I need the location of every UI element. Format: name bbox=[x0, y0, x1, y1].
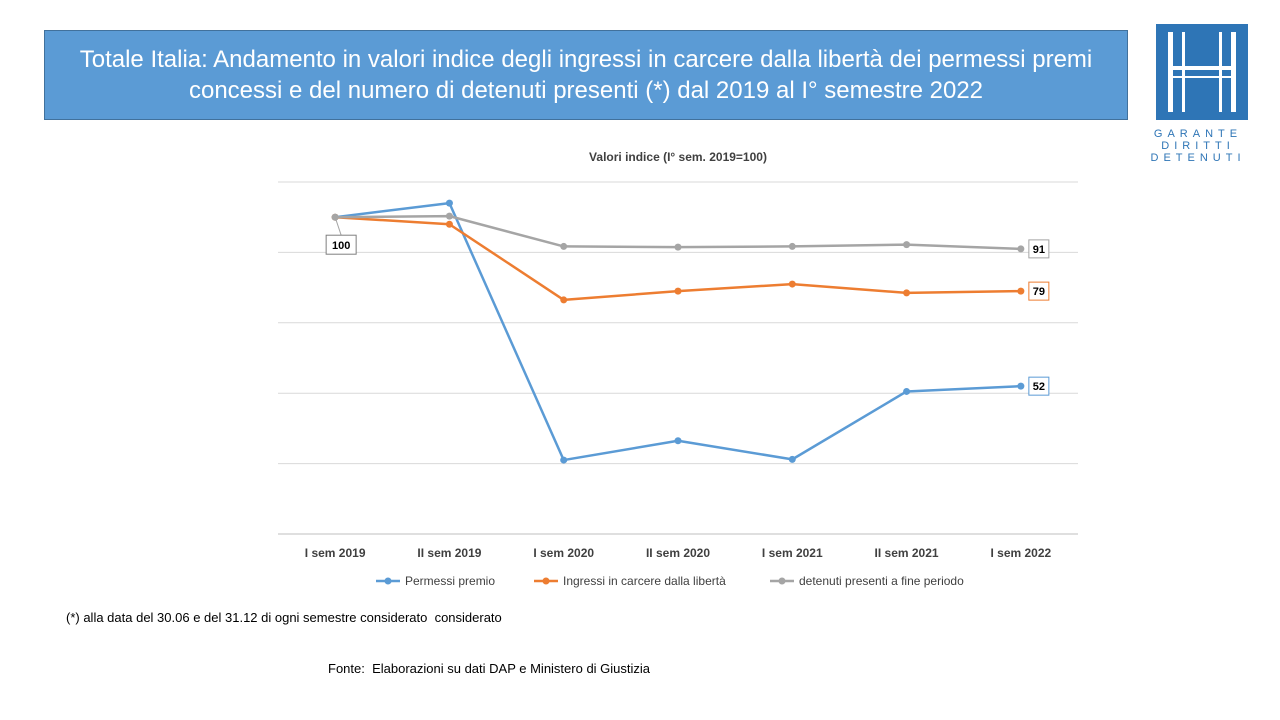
data-point bbox=[788, 455, 796, 463]
end-data-label: 91 bbox=[1033, 244, 1045, 256]
x-tick-label: II sem 2020 bbox=[646, 546, 710, 560]
data-point bbox=[903, 387, 911, 395]
data-point bbox=[674, 287, 682, 295]
source-note: Fonte: Elaborazioni su dati DAP e Minist… bbox=[328, 661, 651, 676]
data-point bbox=[903, 241, 911, 249]
legend-marker bbox=[384, 577, 392, 585]
data-point bbox=[1017, 245, 1025, 253]
logo-text-line1: GARANTE bbox=[1153, 128, 1243, 140]
slide-title: Totale Italia: Andamento in valori indic… bbox=[44, 30, 1128, 120]
data-point bbox=[788, 280, 796, 288]
end-label-box bbox=[1028, 281, 1050, 301]
logo-text-line2: DIRITTI bbox=[1161, 140, 1235, 152]
data-point bbox=[445, 199, 453, 207]
logo-text-line3: DETENUTI bbox=[1150, 152, 1246, 164]
garante-logo: GARANTE DIRITTI DETENUTI bbox=[1146, 24, 1250, 168]
start-label-leader bbox=[334, 217, 342, 236]
data-point bbox=[560, 456, 568, 464]
data-point bbox=[903, 289, 911, 297]
chart-title: Valori indice (I° sem. 2019=100) bbox=[589, 150, 767, 164]
legend-marker bbox=[778, 577, 786, 585]
end-label-box bbox=[1028, 239, 1050, 259]
x-tick-label: I sem 2021 bbox=[762, 546, 823, 560]
data-point bbox=[560, 296, 568, 304]
x-tick-label: I sem 2022 bbox=[990, 546, 1051, 560]
footnote: (*) alla data del 30.06 e del 31.12 di o… bbox=[66, 610, 502, 625]
data-point bbox=[674, 243, 682, 251]
x-tick-label: I sem 2020 bbox=[533, 546, 594, 560]
x-tick-label: II sem 2021 bbox=[875, 546, 939, 560]
legend-label: detenuti presenti a fine periodo bbox=[799, 574, 964, 588]
end-data-label: 79 bbox=[1033, 286, 1045, 298]
legend-label: Permessi premio bbox=[405, 574, 495, 588]
data-point bbox=[445, 220, 453, 228]
end-label-box bbox=[1028, 376, 1050, 396]
x-tick-label: I sem 2019 bbox=[305, 546, 366, 560]
data-point bbox=[560, 242, 568, 250]
data-point bbox=[445, 212, 453, 220]
line-chart: Valori indice (I° sem. 2019=100) I sem 20… bbox=[278, 150, 1078, 588]
start-data-label: 100 bbox=[332, 240, 350, 252]
x-tick-label: II sem 2019 bbox=[417, 546, 481, 560]
legend-label: Ingressi in carcere dalla libertà bbox=[563, 574, 726, 588]
logo-mark-graphic bbox=[1168, 32, 1236, 112]
data-point bbox=[1017, 382, 1025, 390]
legend-marker bbox=[542, 577, 550, 585]
slide-title-text: Totale Italia: Andamento in valori indic… bbox=[79, 46, 1093, 104]
data-point bbox=[674, 437, 682, 445]
series-line-1 bbox=[335, 215, 1021, 302]
data-point bbox=[1017, 287, 1025, 295]
start-label-box bbox=[325, 234, 357, 255]
end-data-label: 52 bbox=[1033, 381, 1045, 393]
logo-mark-icon bbox=[1156, 24, 1248, 120]
data-point bbox=[788, 242, 796, 250]
series-line-0 bbox=[334, 201, 1021, 462]
